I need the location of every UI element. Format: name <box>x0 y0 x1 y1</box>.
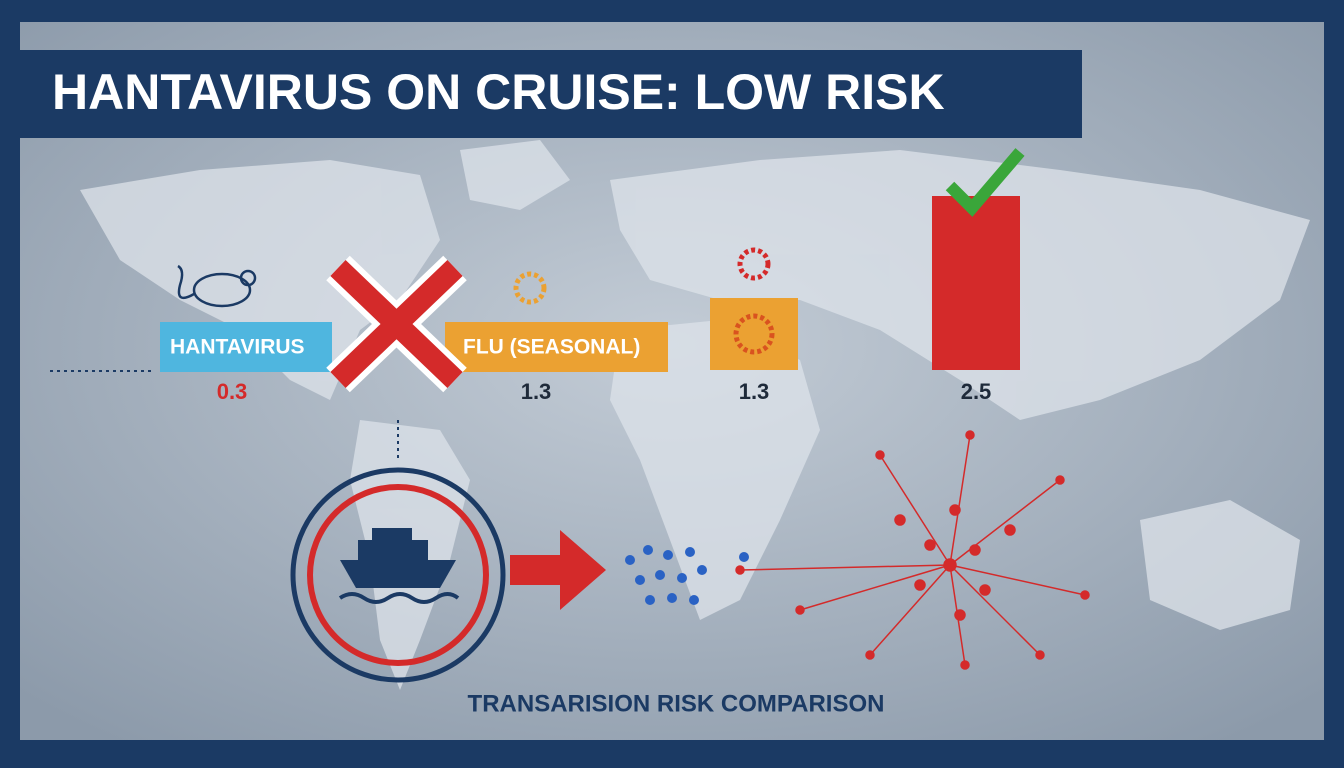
bar-label: FLU (SEASONAL) <box>463 336 640 359</box>
cross-mark <box>326 255 467 393</box>
hantavirus-bar <box>160 322 332 372</box>
virus-box <box>710 298 798 370</box>
caption: TRANSARISION RISK COMPARISON <box>468 690 885 717</box>
ship-ring <box>290 467 506 683</box>
check-mark <box>945 148 1025 217</box>
ship-ring <box>307 484 489 666</box>
mouse-icon <box>177 264 257 308</box>
title-banner <box>20 50 1082 138</box>
value-label: 0.3 <box>217 379 248 404</box>
title: HANTAVIRUS ON CRUISE: LOW RISK <box>52 64 945 120</box>
virus-icon <box>737 247 771 281</box>
value-label: 1.3 <box>739 379 770 404</box>
spread-network <box>735 430 1090 670</box>
virus-icon <box>513 271 547 305</box>
flu-bar <box>445 322 668 372</box>
ship-icon <box>338 528 460 604</box>
arrow <box>510 530 606 610</box>
value-label: 1.3 <box>521 379 552 404</box>
blue-dots <box>625 545 749 605</box>
bar-label: HANTAVIRUS <box>170 336 305 359</box>
value-label: 2.5 <box>961 379 992 404</box>
virus-icon <box>733 313 775 355</box>
risk-bar <box>932 196 1020 370</box>
